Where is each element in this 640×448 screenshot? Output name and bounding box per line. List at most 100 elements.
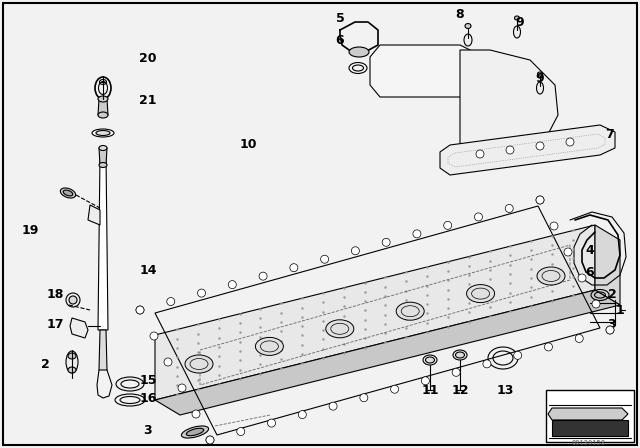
Polygon shape xyxy=(70,318,88,338)
Ellipse shape xyxy=(537,267,565,285)
Circle shape xyxy=(413,230,421,238)
Circle shape xyxy=(206,436,214,444)
Circle shape xyxy=(206,436,214,444)
Text: 5: 5 xyxy=(335,12,344,25)
Circle shape xyxy=(505,204,513,212)
Text: 3: 3 xyxy=(608,319,616,332)
Circle shape xyxy=(390,385,399,393)
Circle shape xyxy=(444,221,452,229)
Ellipse shape xyxy=(515,16,520,20)
Ellipse shape xyxy=(116,377,144,391)
Ellipse shape xyxy=(513,26,520,38)
Ellipse shape xyxy=(98,96,108,102)
Polygon shape xyxy=(155,290,620,415)
Circle shape xyxy=(421,377,429,385)
Bar xyxy=(552,420,628,436)
Circle shape xyxy=(592,300,600,308)
Text: 14: 14 xyxy=(140,263,157,276)
Text: 8: 8 xyxy=(456,9,464,22)
Circle shape xyxy=(259,272,267,280)
Ellipse shape xyxy=(467,284,495,302)
Text: 15: 15 xyxy=(140,374,157,387)
Text: 3: 3 xyxy=(144,423,152,436)
Circle shape xyxy=(536,196,544,204)
Text: 7: 7 xyxy=(605,129,614,142)
Circle shape xyxy=(237,427,244,435)
Circle shape xyxy=(136,306,144,314)
Circle shape xyxy=(506,146,514,154)
Text: 2: 2 xyxy=(40,358,49,371)
Polygon shape xyxy=(98,99,108,115)
Circle shape xyxy=(575,335,583,342)
Ellipse shape xyxy=(99,146,107,151)
Text: 10: 10 xyxy=(239,138,257,151)
Circle shape xyxy=(164,358,172,366)
Text: 17: 17 xyxy=(46,319,64,332)
Polygon shape xyxy=(595,225,620,305)
Ellipse shape xyxy=(465,23,471,29)
Ellipse shape xyxy=(99,163,107,168)
Circle shape xyxy=(514,351,522,359)
Text: 11: 11 xyxy=(421,383,439,396)
Ellipse shape xyxy=(181,426,209,438)
Text: 12: 12 xyxy=(451,383,468,396)
Ellipse shape xyxy=(96,130,110,135)
Text: 16: 16 xyxy=(140,392,157,405)
Circle shape xyxy=(268,419,276,427)
Text: 19: 19 xyxy=(21,224,38,237)
Circle shape xyxy=(578,274,586,282)
Polygon shape xyxy=(548,408,628,420)
Ellipse shape xyxy=(185,355,213,373)
Circle shape xyxy=(298,411,307,418)
Circle shape xyxy=(329,402,337,410)
Text: 00130158: 00130158 xyxy=(572,440,606,446)
Ellipse shape xyxy=(68,353,76,359)
Circle shape xyxy=(474,213,483,221)
Circle shape xyxy=(136,306,144,314)
Ellipse shape xyxy=(453,350,467,360)
Circle shape xyxy=(192,410,200,418)
Circle shape xyxy=(351,247,360,255)
Text: 9: 9 xyxy=(536,72,544,85)
Polygon shape xyxy=(140,200,610,440)
Bar xyxy=(546,390,634,442)
Circle shape xyxy=(167,297,175,306)
Ellipse shape xyxy=(60,188,76,198)
Circle shape xyxy=(360,394,368,402)
Text: 20: 20 xyxy=(140,52,157,65)
Polygon shape xyxy=(88,205,100,225)
Circle shape xyxy=(536,142,544,150)
Circle shape xyxy=(545,343,552,351)
Ellipse shape xyxy=(63,190,73,196)
Ellipse shape xyxy=(326,320,354,338)
Circle shape xyxy=(178,384,186,392)
Ellipse shape xyxy=(464,34,472,46)
Text: 9: 9 xyxy=(516,16,524,29)
Ellipse shape xyxy=(186,428,204,436)
Circle shape xyxy=(564,248,572,256)
Ellipse shape xyxy=(98,112,108,118)
Circle shape xyxy=(476,150,484,158)
Circle shape xyxy=(290,264,298,271)
Circle shape xyxy=(382,238,390,246)
Polygon shape xyxy=(99,148,107,165)
Ellipse shape xyxy=(121,380,139,388)
Text: 6: 6 xyxy=(336,34,344,47)
Circle shape xyxy=(452,368,460,376)
Polygon shape xyxy=(99,330,107,370)
Ellipse shape xyxy=(456,352,465,358)
Ellipse shape xyxy=(396,302,424,320)
Ellipse shape xyxy=(426,357,435,363)
Ellipse shape xyxy=(66,293,80,307)
Ellipse shape xyxy=(538,72,543,76)
Ellipse shape xyxy=(423,355,437,365)
Circle shape xyxy=(198,289,205,297)
Polygon shape xyxy=(155,225,595,400)
Ellipse shape xyxy=(92,129,114,137)
Text: 6: 6 xyxy=(586,266,595,279)
Circle shape xyxy=(228,280,236,289)
Polygon shape xyxy=(98,155,108,330)
Circle shape xyxy=(150,332,158,340)
Circle shape xyxy=(550,222,558,230)
Ellipse shape xyxy=(66,351,78,373)
